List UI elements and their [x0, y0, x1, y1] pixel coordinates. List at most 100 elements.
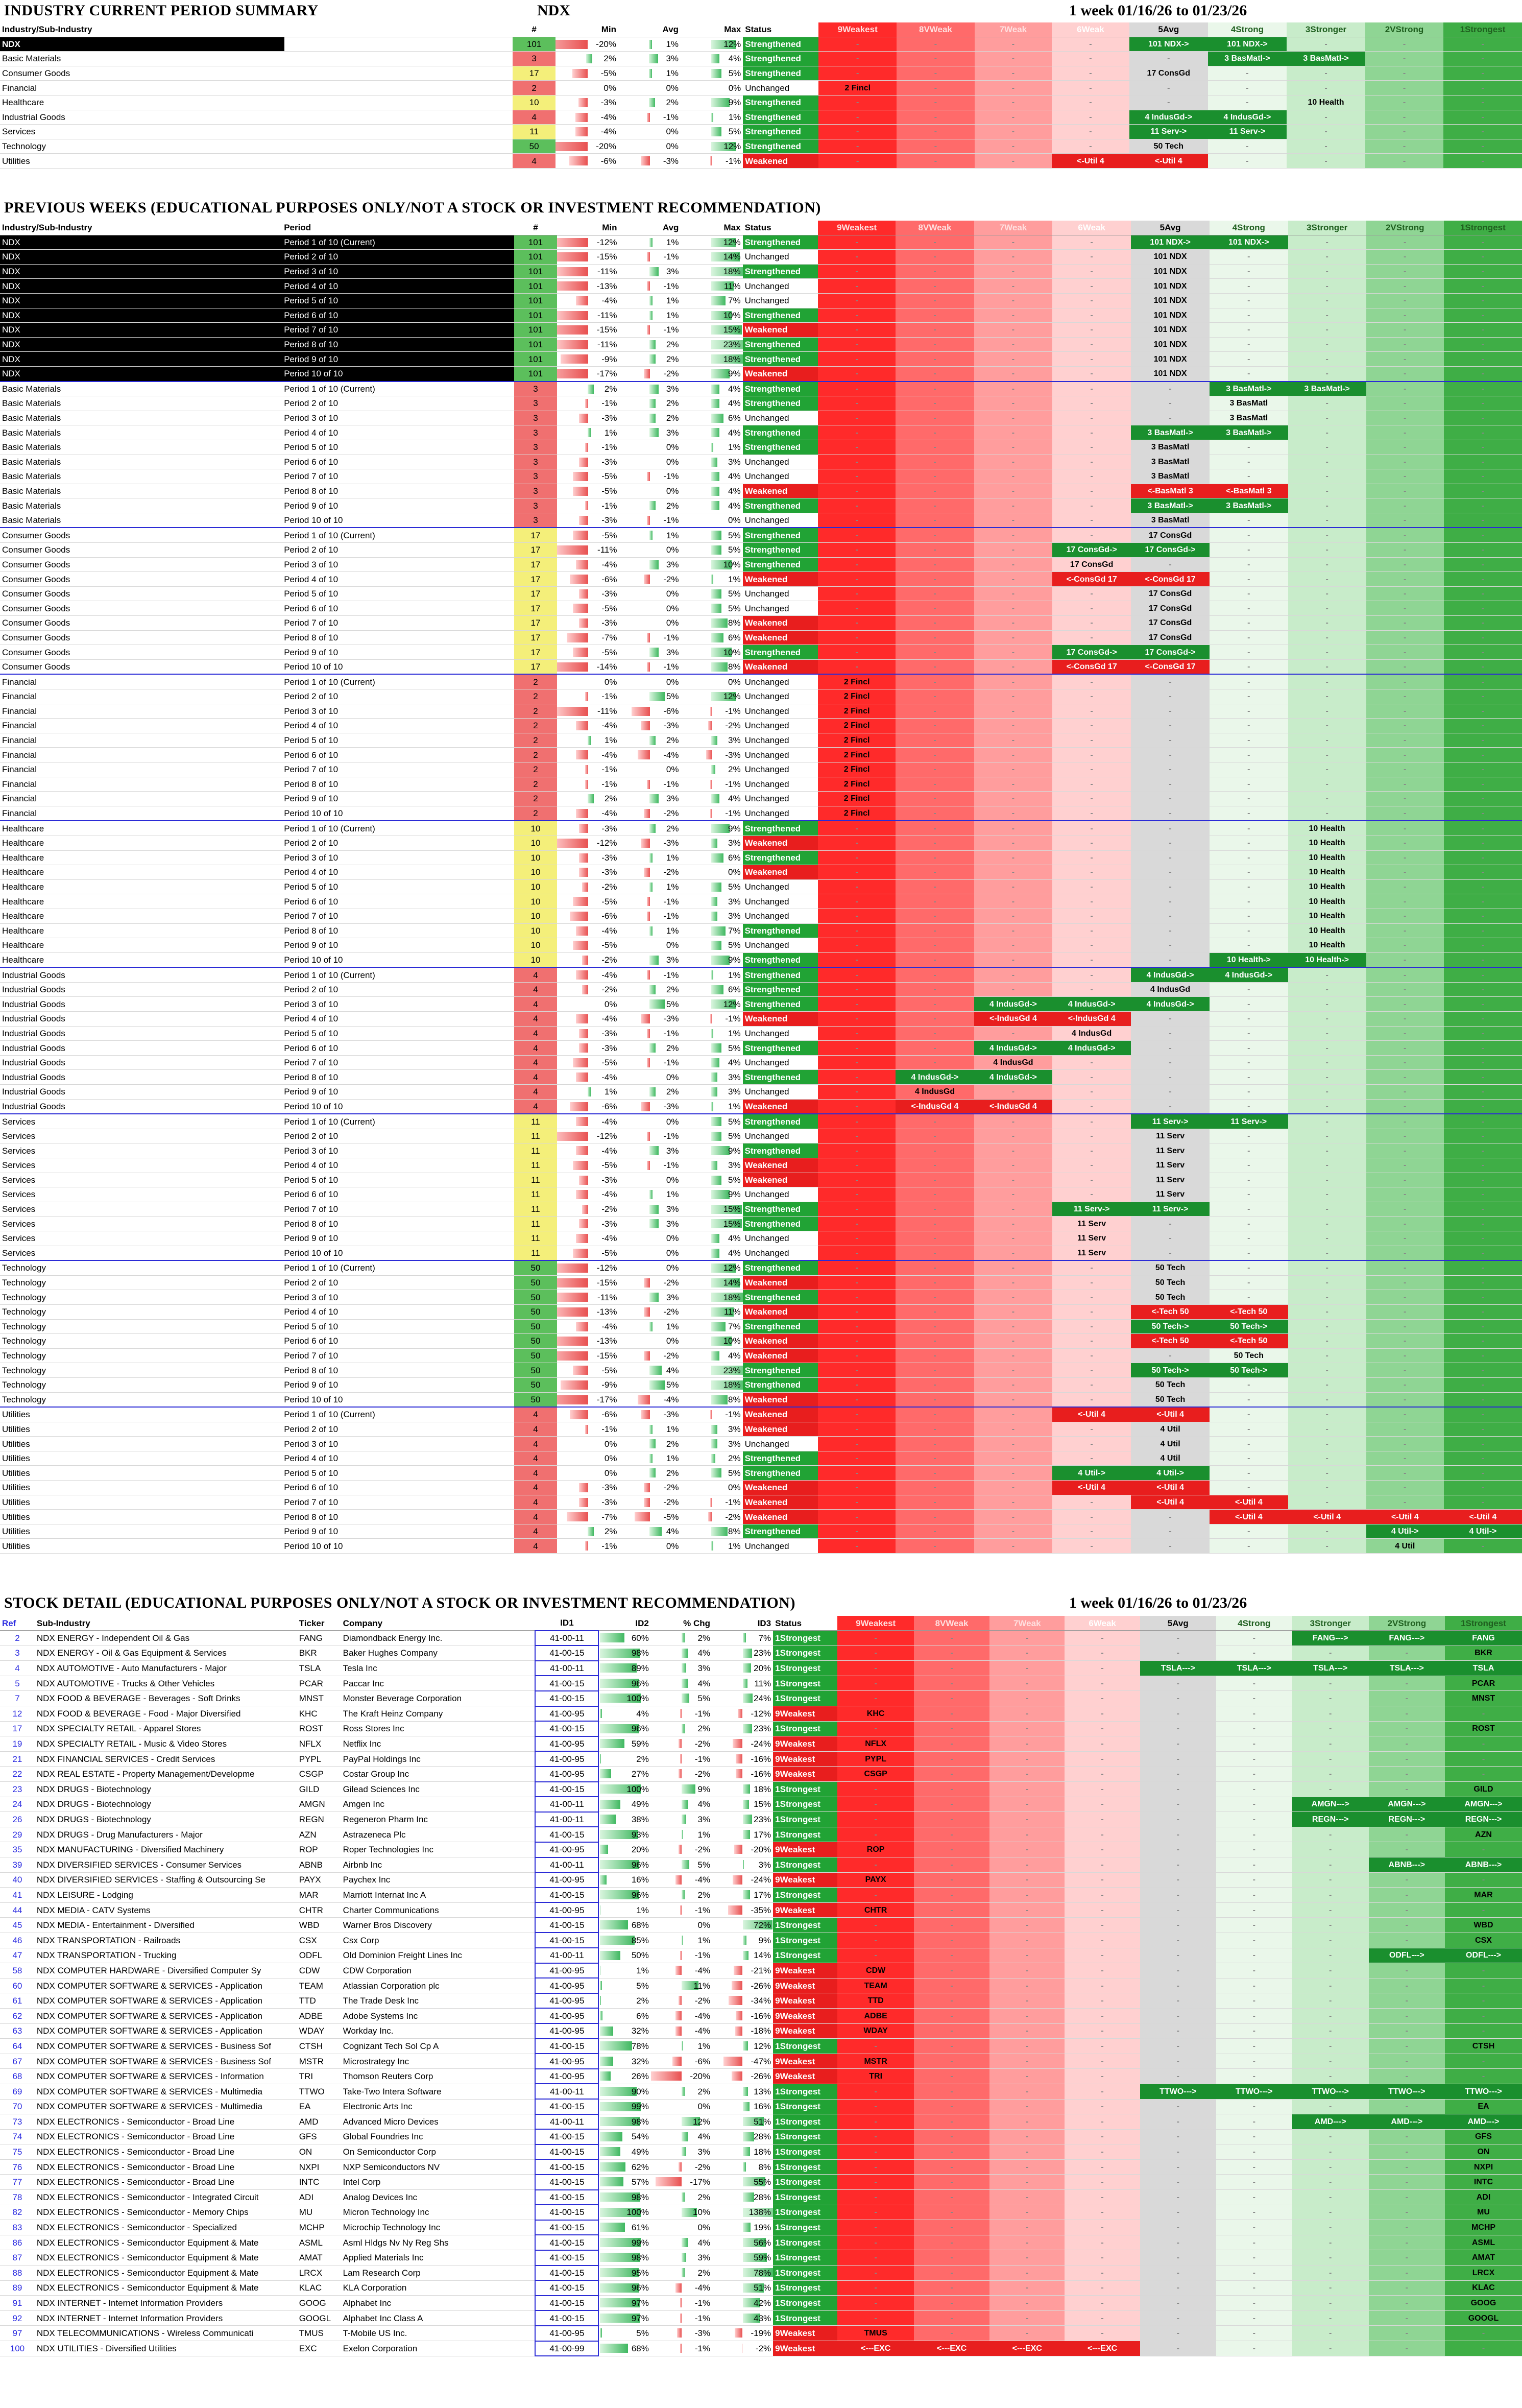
- stock-ref-link[interactable]: 40: [0, 1872, 35, 1888]
- stock-id1: 41-00-15: [535, 1645, 599, 1661]
- stock-ref-link[interactable]: 86: [0, 2235, 35, 2251]
- stock-ref-link[interactable]: 24: [0, 1797, 35, 1813]
- max-cell: 0%: [681, 674, 743, 690]
- stock-ref-link[interactable]: 82: [0, 2205, 35, 2221]
- stock-ref-link[interactable]: 45: [0, 1917, 35, 1933]
- stock-ref-link[interactable]: 46: [0, 1933, 35, 1948]
- avg-cell-value: 1%: [666, 39, 679, 49]
- min-cell: -20%: [555, 139, 618, 154]
- level-cell-8VWeak: -: [913, 1736, 990, 1752]
- stock-ref-link[interactable]: 4: [0, 1660, 35, 1676]
- stock-ref-link[interactable]: 89: [0, 2280, 35, 2296]
- stock-row: 7 NDX FOOD & BEVERAGE - Beverages - Soft …: [0, 1690, 1522, 1707]
- stock-ref-link[interactable]: 17: [0, 1721, 35, 1737]
- level-header-9Weakest: 9Weakest: [837, 1616, 914, 1631]
- stock-ref-link[interactable]: 87: [0, 2250, 35, 2266]
- stock-ref-link[interactable]: 75: [0, 2144, 35, 2160]
- max-cell-bar: [711, 428, 720, 438]
- level-cell-6Weak: -: [1065, 1978, 1140, 1994]
- stock-ref-link[interactable]: 47: [0, 1948, 35, 1964]
- stock-ref-link[interactable]: 29: [0, 1827, 35, 1843]
- period-name: Period 3 of 10: [282, 411, 514, 426]
- stock-ref-link[interactable]: 26: [0, 1811, 35, 1827]
- stock-pct-chg-bar: [681, 2086, 685, 2096]
- stock-ref-link[interactable]: 83: [0, 2220, 35, 2235]
- level-cell-7Weak: -: [974, 351, 1053, 367]
- stock-ref-link[interactable]: 77: [0, 2174, 35, 2190]
- level-cell-1Strongest: GOOGL: [1444, 2310, 1522, 2326]
- stock-ref-link[interactable]: 41: [0, 1887, 35, 1903]
- stock-id3: -19%: [712, 2325, 774, 2341]
- stock-ref-link[interactable]: 62: [0, 2008, 35, 2024]
- stock-pct-chg-bar: [681, 1860, 689, 1869]
- stock-id3: 20%: [712, 1660, 774, 1676]
- stock-ref-link[interactable]: 63: [0, 2023, 35, 2039]
- stock-ref-link[interactable]: 5: [0, 1676, 35, 1691]
- industry-count: 3: [514, 513, 557, 528]
- level-cell-8VWeak: 4 IndusGd->: [896, 1069, 974, 1085]
- stock-ref-link[interactable]: 3: [0, 1646, 35, 1661]
- stock-ref-link[interactable]: 7: [0, 1690, 35, 1707]
- stock-ref-link[interactable]: 67: [0, 2054, 35, 2069]
- level-cell-7Weak: -: [974, 153, 1052, 169]
- status-cell: Unchanged: [742, 1026, 818, 1041]
- stock-ref-link[interactable]: 44: [0, 1902, 35, 1918]
- max-cell: 0%: [681, 513, 743, 528]
- stock-ref-link[interactable]: 35: [0, 1842, 35, 1857]
- level-cell-5Avg: TSLA--->: [1140, 1660, 1216, 1676]
- period-row: NDX Period 4 of 10 101 -13% -1% 11% Unchanged -…: [0, 278, 1522, 294]
- stock-ref-link[interactable]: 88: [0, 2265, 35, 2281]
- max-cell: 11%: [681, 1304, 743, 1320]
- stock-id2-value: 98%: [631, 2253, 649, 2263]
- stock-ref-link[interactable]: 64: [0, 2038, 35, 2054]
- avg-cell: -2%: [619, 571, 681, 587]
- stock-ref-link[interactable]: 74: [0, 2129, 35, 2145]
- level-cell-7Weak: -: [989, 2068, 1065, 2084]
- level-cell-2VStrong: -: [1366, 1143, 1444, 1158]
- max-cell-bar: [711, 1439, 718, 1449]
- stock-ref-link[interactable]: 21: [0, 1751, 35, 1767]
- level-cell-6Weak: -: [1052, 1333, 1131, 1349]
- level-cell-6Weak: -: [1052, 1436, 1131, 1451]
- stock-ref-link[interactable]: 100: [0, 2341, 35, 2356]
- min-cell-bar: [585, 765, 589, 774]
- min-cell-value: 0%: [604, 1439, 617, 1449]
- stock-ref-link[interactable]: 91: [0, 2295, 35, 2311]
- avg-cell: -3%: [619, 836, 681, 851]
- stock-ref-link[interactable]: 97: [0, 2325, 35, 2341]
- period-row: Services Period 6 of 10 11 -4% 1% 9% Unchanged…: [0, 1187, 1522, 1202]
- avg-cell-bar: [648, 39, 652, 49]
- stock-ref-link[interactable]: 39: [0, 1857, 35, 1873]
- level-cell-7Weak: -: [974, 51, 1052, 66]
- level-cell-2VStrong: -: [1366, 952, 1444, 968]
- industry-name: Healthcare: [0, 952, 282, 968]
- stock-ref-link[interactable]: 70: [0, 2099, 35, 2115]
- level-cell-1Strongest: -: [1443, 293, 1522, 308]
- stock-ref-link[interactable]: 69: [0, 2084, 35, 2100]
- stock-ref-link[interactable]: 2: [0, 1630, 35, 1646]
- stock-id3-value: -16%: [751, 2011, 771, 2021]
- stock-ref-link[interactable]: 76: [0, 2159, 35, 2175]
- level-cell-1Strongest: -: [1443, 37, 1522, 52]
- stock-ref-link[interactable]: 92: [0, 2310, 35, 2326]
- stock-ref-link[interactable]: 61: [0, 1993, 35, 2009]
- stock-ref-link[interactable]: 19: [0, 1736, 35, 1752]
- stock-row: 23 NDX DRUGS - Biotechnology GILD Gilead Sc…: [0, 1781, 1522, 1798]
- level-cell-9Weakest: -: [837, 1630, 914, 1646]
- stock-ref-link[interactable]: 60: [0, 1978, 35, 1994]
- stock-ref-link[interactable]: 12: [0, 1706, 35, 1722]
- stock-id2-bar: [600, 2056, 614, 2066]
- stock-ref-link[interactable]: 23: [0, 1781, 35, 1797]
- level-cell-3Stronger: -: [1288, 1084, 1366, 1100]
- stock-ref-link[interactable]: 68: [0, 2068, 35, 2084]
- level-cell-7Weak: -: [974, 718, 1053, 733]
- stock-ref-link[interactable]: 73: [0, 2114, 35, 2130]
- summary-row: Basic Materials 3 2% 3% 4% Strengthened - - - - -3…: [0, 51, 1522, 66]
- avg-cell: -1%: [619, 469, 681, 484]
- stock-ref-link[interactable]: 78: [0, 2189, 35, 2205]
- stock-ref-link[interactable]: 22: [0, 1766, 35, 1782]
- stock-pct-chg-value: 2%: [697, 2268, 711, 2278]
- level-cell-8VWeak: -: [896, 1246, 974, 1261]
- stock-ref-link[interactable]: 58: [0, 1963, 35, 1978]
- stock-id3: 11%: [712, 1676, 774, 1691]
